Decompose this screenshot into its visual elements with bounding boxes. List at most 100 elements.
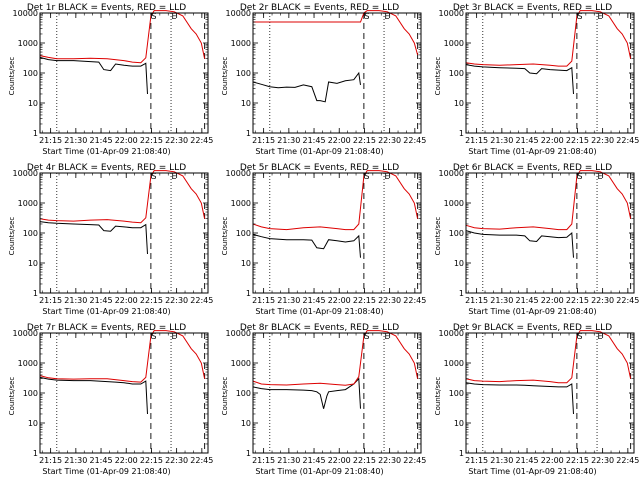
y-tick-label: 100 xyxy=(236,69,251,78)
x-tick-label: 22:15 xyxy=(353,136,376,145)
panel-title: Det 3r BLACK = Events, RED = LLD xyxy=(452,3,613,13)
x-tick-label: 22:45 xyxy=(403,136,426,145)
x-tick-label: 22:45 xyxy=(616,296,639,305)
y-tick-label: 1 xyxy=(246,449,251,458)
x-tick-label: 21:30 xyxy=(64,136,87,145)
panel-title: Det 4r BLACK = Events, RED = LLD xyxy=(26,163,187,173)
chart-svg: 1 10 100 1000 10000 21:15 21:30 21:45 22:00 22:15… xyxy=(226,9,427,145)
y-tick-label: 1000 xyxy=(444,359,464,368)
x-tick-label: 22:30 xyxy=(378,296,401,305)
y-tick-label: 10000 xyxy=(439,329,464,338)
y-tick-label: 10 xyxy=(28,259,38,268)
series-line-events xyxy=(465,382,574,415)
x-tick-label: 21:45 xyxy=(90,296,113,305)
y-tick-label: 10 xyxy=(241,419,251,428)
detector-panel: 1 10 100 1000 10000 21:15 21:30 21:45 22:00 22:15… xyxy=(213,320,426,480)
y-tick-label: 10000 xyxy=(439,169,464,178)
y-tick-label: 1 xyxy=(33,289,38,298)
x-tick-label: 21:45 xyxy=(516,136,539,145)
x-tick-label: 22:00 xyxy=(541,136,564,145)
x-axis-label: Start Time (01-Apr-09 21:08:40) xyxy=(468,147,597,156)
plot-frame xyxy=(252,12,422,134)
x-tick-label: 22:15 xyxy=(566,136,589,145)
series-line-lld xyxy=(465,330,632,384)
marker-label-s: S xyxy=(577,172,582,181)
y-tick-label: 10 xyxy=(28,99,38,108)
marker-label-e: E xyxy=(385,172,390,181)
detector-panel: 1 10 100 1000 10000 21:15 21:30 21:45 22:00 22:15… xyxy=(426,320,639,480)
x-tick-label: 22:00 xyxy=(541,296,564,305)
x-tick-label: 21:45 xyxy=(303,136,326,145)
series-line-events xyxy=(39,56,148,95)
y-tick-label: 1000 xyxy=(444,39,464,48)
y-tick-label: 10000 xyxy=(439,9,464,18)
marker-label-s: S xyxy=(151,332,156,341)
x-tick-label: 22:00 xyxy=(115,296,138,305)
y-tick-label: 1 xyxy=(459,129,464,138)
y-tick-label: 1000 xyxy=(444,199,464,208)
detector-panel: 1 10 100 1000 10000 21:15 21:30 21:45 22:00 22:15… xyxy=(0,320,213,480)
x-tick-label: 21:45 xyxy=(90,456,113,465)
detector-panel: 1 10 100 1000 10000 21:15 21:30 21:45 22:00 22:15… xyxy=(0,0,213,160)
series-line-events xyxy=(465,64,574,95)
plot-frame xyxy=(39,172,209,294)
marker-label-s: S xyxy=(364,332,369,341)
chart-svg: 1 10 100 1000 10000 21:15 21:30 21:45 22:00 22:15… xyxy=(439,169,640,305)
x-axis-label: Start Time (01-Apr-09 21:08:40) xyxy=(468,307,597,316)
y-axis-label: Counts/sec xyxy=(434,376,442,416)
x-tick-label: 21:15 xyxy=(252,136,275,145)
y-tick-label: 1 xyxy=(246,129,251,138)
marker-label-e: E xyxy=(172,172,177,181)
x-tick-label: 21:30 xyxy=(277,456,300,465)
plot-frame xyxy=(39,12,209,134)
x-axis-label: Start Time (01-Apr-09 21:08:40) xyxy=(468,467,597,476)
y-tick-label: 10 xyxy=(454,259,464,268)
x-tick-label: 22:30 xyxy=(591,456,614,465)
x-tick-label: 22:15 xyxy=(140,456,163,465)
x-tick-label: 21:15 xyxy=(39,296,62,305)
y-tick-label: 10 xyxy=(241,259,251,268)
marker-label-e: E xyxy=(598,12,603,21)
y-tick-label: 1000 xyxy=(231,359,251,368)
series-line-events xyxy=(465,230,574,258)
x-tick-label: 21:30 xyxy=(490,456,513,465)
x-tick-label: 22:45 xyxy=(190,296,213,305)
marker-label-e: E xyxy=(385,332,390,341)
marker-label-s: S xyxy=(151,172,156,181)
panel-title: Det 9r BLACK = Events, RED = LLD xyxy=(452,323,613,333)
x-tick-label: 22:45 xyxy=(190,456,213,465)
marker-label-e: E xyxy=(172,12,177,21)
series-line-lld xyxy=(252,330,419,386)
y-tick-label: 100 xyxy=(449,69,464,78)
x-tick-label: 22:00 xyxy=(328,136,351,145)
y-tick-label: 10 xyxy=(454,419,464,428)
x-tick-label: 21:30 xyxy=(64,456,87,465)
chart-svg: 1 10 100 1000 10000 21:15 21:30 21:45 22:00 22:15… xyxy=(226,329,427,465)
y-tick-label: 10000 xyxy=(13,9,38,18)
marker-label-e: E xyxy=(598,332,603,341)
x-tick-label: 22:45 xyxy=(403,456,426,465)
x-axis-label: Start Time (01-Apr-09 21:08:40) xyxy=(255,147,384,156)
marker-label-s: S xyxy=(364,172,369,181)
x-tick-label: 21:15 xyxy=(465,136,488,145)
x-tick-label: 22:15 xyxy=(140,136,163,145)
x-tick-label: 21:30 xyxy=(490,136,513,145)
x-tick-label: 21:45 xyxy=(303,456,326,465)
x-tick-label: 22:15 xyxy=(353,296,376,305)
marker-label-e: E xyxy=(172,332,177,341)
series-line-lld xyxy=(39,330,206,383)
x-tick-label: 22:45 xyxy=(403,296,426,305)
y-tick-label: 1000 xyxy=(18,199,38,208)
chart-svg: 1 10 100 1000 10000 21:15 21:30 21:45 22:00 22:15… xyxy=(13,169,214,305)
x-tick-label: 21:15 xyxy=(252,456,275,465)
x-tick-label: 22:00 xyxy=(115,136,138,145)
plot-frame xyxy=(39,332,209,454)
marker-label-e: E xyxy=(598,172,603,181)
marker-label-s: S xyxy=(151,12,156,21)
x-tick-label: 22:15 xyxy=(140,296,163,305)
series-line-events xyxy=(39,376,148,415)
detector-panel: 1 10 100 1000 10000 21:15 21:30 21:45 22:00 22:15… xyxy=(426,0,639,160)
x-tick-label: 21:45 xyxy=(516,456,539,465)
plot-frame xyxy=(465,12,635,134)
